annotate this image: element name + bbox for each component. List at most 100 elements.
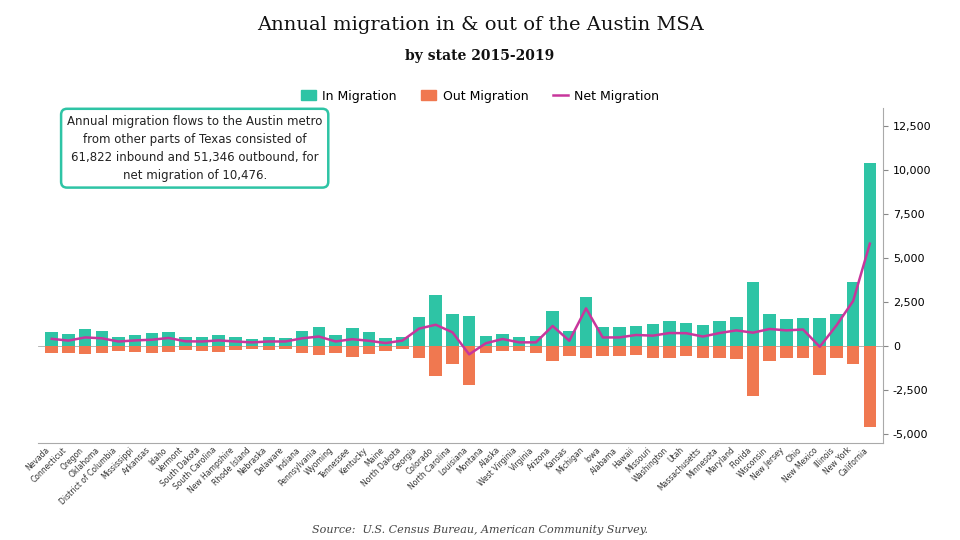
Bar: [813, 346, 826, 375]
Bar: [680, 323, 692, 346]
Bar: [396, 346, 409, 349]
Bar: [630, 346, 642, 355]
Bar: [180, 338, 192, 346]
Bar: [112, 336, 125, 346]
Bar: [697, 346, 709, 357]
Bar: [830, 346, 843, 357]
Bar: [329, 335, 342, 346]
Bar: [346, 328, 358, 346]
Bar: [530, 346, 542, 353]
Net Migration: [330, 338, 342, 345]
Net Migration: [146, 336, 157, 343]
Net Migration: [297, 335, 308, 341]
Bar: [513, 338, 525, 346]
Bar: [379, 346, 392, 351]
Net Migration: [396, 338, 408, 344]
Bar: [180, 346, 192, 350]
Net Migration: [530, 339, 541, 346]
Bar: [513, 346, 525, 351]
Net Migration: [464, 351, 475, 357]
Bar: [747, 346, 759, 396]
Bar: [45, 332, 58, 346]
Net Migration: [96, 335, 108, 341]
Net Migration: [414, 326, 425, 332]
Bar: [613, 346, 626, 356]
Bar: [279, 338, 292, 346]
Net Migration: [213, 337, 225, 343]
Net Migration: [247, 339, 258, 346]
Line: Net Migration: Net Migration: [52, 244, 870, 354]
Bar: [480, 336, 492, 346]
Bar: [580, 296, 592, 346]
Bar: [797, 318, 809, 346]
Net Migration: [180, 338, 191, 345]
Bar: [246, 339, 258, 346]
Bar: [79, 329, 91, 346]
Net Migration: [714, 330, 726, 336]
Net Migration: [480, 340, 492, 347]
Bar: [613, 327, 626, 346]
Net Migration: [46, 335, 58, 342]
Net Migration: [380, 340, 392, 346]
Bar: [530, 336, 542, 346]
Net Migration: [864, 240, 876, 247]
Bar: [446, 346, 459, 364]
Bar: [864, 346, 876, 427]
Bar: [129, 346, 141, 352]
Bar: [713, 321, 726, 346]
Bar: [496, 346, 509, 351]
Bar: [747, 282, 759, 346]
Bar: [196, 346, 208, 351]
Bar: [196, 336, 208, 346]
Bar: [262, 346, 276, 350]
Net Migration: [112, 338, 124, 345]
Net Migration: [747, 329, 758, 336]
Net Migration: [848, 298, 859, 304]
Bar: [596, 327, 609, 346]
Bar: [246, 346, 258, 349]
Net Migration: [647, 333, 659, 339]
Net Migration: [130, 337, 141, 343]
Bar: [596, 346, 609, 356]
Bar: [313, 346, 325, 355]
Net Migration: [62, 338, 74, 344]
Bar: [146, 346, 158, 353]
Bar: [229, 338, 242, 346]
Bar: [62, 346, 75, 353]
Bar: [45, 346, 58, 353]
Net Migration: [731, 327, 742, 334]
Bar: [663, 346, 676, 357]
Bar: [646, 346, 660, 357]
Bar: [446, 314, 459, 346]
Bar: [763, 314, 776, 346]
Bar: [630, 326, 642, 346]
Bar: [730, 317, 742, 346]
Bar: [313, 327, 325, 346]
Net Migration: [347, 336, 358, 342]
Bar: [162, 346, 175, 352]
Bar: [580, 346, 592, 357]
Net Migration: [496, 336, 508, 342]
Bar: [363, 346, 375, 354]
Net Migration: [580, 305, 591, 312]
Net Migration: [263, 338, 275, 345]
Bar: [730, 346, 742, 360]
Bar: [329, 346, 342, 353]
Bar: [413, 317, 425, 346]
Bar: [847, 282, 859, 346]
Net Migration: [631, 332, 642, 338]
Net Migration: [229, 338, 241, 345]
Bar: [546, 346, 559, 361]
Bar: [212, 335, 225, 346]
Bar: [96, 330, 108, 346]
Bar: [346, 346, 358, 357]
Bar: [429, 346, 442, 376]
Bar: [646, 324, 660, 346]
Bar: [212, 346, 225, 352]
Net Migration: [514, 339, 525, 346]
Net Migration: [80, 334, 91, 341]
Bar: [79, 346, 91, 354]
Bar: [62, 334, 75, 346]
Net Migration: [547, 323, 559, 329]
Bar: [763, 346, 776, 361]
